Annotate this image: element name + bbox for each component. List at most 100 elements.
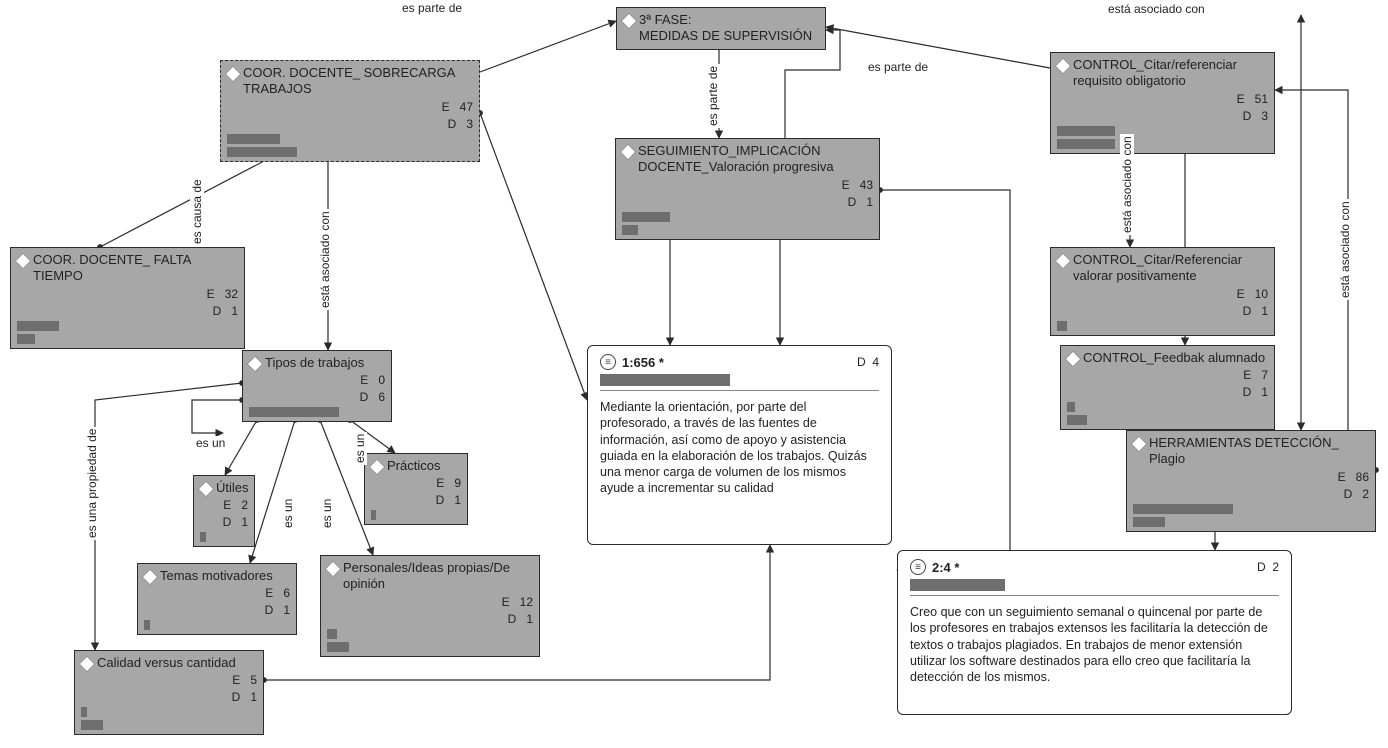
edge-label: es parte de <box>400 1 464 15</box>
node-title: Prácticos <box>371 458 461 474</box>
bar-area <box>371 510 461 520</box>
bar <box>327 629 337 639</box>
node-title-text: Temas motivadores <box>160 568 290 584</box>
bar <box>1057 321 1067 331</box>
ed-row: D1 <box>81 690 257 705</box>
bar <box>1067 415 1087 425</box>
node-title: CONTROL_Feedbak alumnado <box>1067 350 1268 366</box>
ed-row: D1 <box>1057 304 1268 319</box>
bar-area <box>1133 504 1369 527</box>
bar <box>1067 402 1075 412</box>
e-value: 9 <box>454 476 461 491</box>
ed-row: E47 <box>227 100 473 115</box>
node-title-text: COOR. DOCENTE_ SOBRECARGA TRABAJOS <box>243 65 473 98</box>
e-value: 5 <box>250 673 257 688</box>
ed-row: D3 <box>227 117 473 132</box>
node-title-text: Útiles <box>216 480 249 496</box>
diamond-icon <box>369 459 386 476</box>
diamond-icon <box>142 569 159 586</box>
ed-row: D1 <box>622 195 873 210</box>
bar-area <box>1057 321 1268 331</box>
d-value: 3 <box>466 117 473 132</box>
ed-row: E6 <box>144 586 290 601</box>
e-value: 0 <box>378 373 385 388</box>
node-tipos-trabajos: Tipos de trabajos E0 D6 <box>242 350 392 422</box>
quote-header: ≡ 1:656 * D 4 <box>600 354 879 370</box>
node-control-feedback: CONTROL_Feedbak alumnado E7 D1 <box>1060 345 1275 430</box>
node-title: Temas motivadores <box>144 568 290 584</box>
bar-area <box>622 212 873 235</box>
node-seguimiento: SEGUIMIENTO_IMPLICACIÓN DOCENTE_Valoraci… <box>615 138 880 240</box>
edge-label: está asociado con <box>1338 199 1352 300</box>
ed-row: E7 <box>1067 368 1268 383</box>
node-title: Tipos de trabajos <box>249 355 385 371</box>
e-value: 86 <box>1356 470 1369 485</box>
diamond-icon <box>1131 436 1148 453</box>
node-title-text: 3ª FASE: MEDIDAS DE SUPERVISIÓN <box>639 12 819 45</box>
node-title-text: Calidad versus cantidad <box>97 655 257 671</box>
node-title: COOR. DOCENTE_ FALTA TIEMPO <box>17 252 238 285</box>
diamond-icon <box>15 253 32 270</box>
ed-row: E0 <box>249 373 385 388</box>
node-title: Calidad versus cantidad <box>81 655 257 671</box>
node-sobrecarga: COOR. DOCENTE_ SOBRECARGA TRABAJOS E47 D… <box>220 60 480 162</box>
d-value: 1 <box>283 603 290 618</box>
bar <box>1133 517 1165 527</box>
d-value: 1 <box>241 515 248 530</box>
bar <box>1057 139 1115 149</box>
node-title: SEGUIMIENTO_IMPLICACIÓN DOCENTE_Valoraci… <box>622 143 873 176</box>
ed-row: E43 <box>622 178 873 193</box>
diamond-icon <box>1055 58 1072 75</box>
bar <box>622 225 638 235</box>
bar-area <box>17 321 238 344</box>
bar <box>17 321 59 331</box>
d-value: 1 <box>1261 304 1268 319</box>
d-value: 1 <box>454 493 461 508</box>
edge-label: es una propiedad de <box>85 427 99 540</box>
node-title-text: Personales/Ideas propias/De opinión <box>343 560 533 593</box>
bar-area <box>81 707 257 730</box>
e-value: 43 <box>860 178 873 193</box>
bar <box>144 620 150 630</box>
ed-row: D6 <box>249 390 385 405</box>
diamond-icon <box>621 13 638 30</box>
ed-row: E86 <box>1133 470 1369 485</box>
quote-ref: 1:656 * <box>622 355 664 370</box>
quote-icon: ≡ <box>600 354 616 370</box>
node-personales: Personales/Ideas propias/De opinión E12 … <box>320 555 540 657</box>
edge-label: es un <box>320 497 334 530</box>
quote-separator <box>600 390 879 391</box>
bar <box>81 720 103 730</box>
diamond-icon <box>325 561 342 578</box>
quote-d: D 2 <box>1257 560 1279 574</box>
edge-label: es un <box>353 432 367 465</box>
ed-row: E9 <box>371 476 461 491</box>
node-title-text: HERRAMIENTAS DETECCIÓN_ Plagio <box>1149 435 1369 468</box>
node-herramientas-plagio: HERRAMIENTAS DETECCIÓN_ Plagio E86 D2 <box>1126 430 1376 532</box>
bar-area <box>227 134 473 157</box>
ed-row: D3 <box>1057 109 1268 124</box>
edge-label: está asociado con <box>1120 134 1134 235</box>
bar-area <box>1057 126 1268 149</box>
ed-row: E32 <box>17 287 238 302</box>
ed-row: D1 <box>371 493 461 508</box>
edge-label: es parte de <box>866 60 930 74</box>
d-value: 1 <box>231 304 238 319</box>
e-value: 51 <box>1255 92 1268 107</box>
ed-row: D1 <box>1067 385 1268 400</box>
node-title: Útiles <box>200 480 248 496</box>
ed-row: E12 <box>327 595 533 610</box>
node-title: CONTROL_Citar/referenciar requisito obli… <box>1057 57 1268 90</box>
quote-bar <box>910 579 1005 591</box>
bar-area <box>144 620 290 630</box>
node-title-text: Tipos de trabajos <box>265 355 385 371</box>
bar <box>371 510 376 520</box>
ed-row: E5 <box>81 673 257 688</box>
bar <box>227 147 297 157</box>
ed-row: D1 <box>17 304 238 319</box>
bar <box>1133 504 1233 514</box>
quote-header: ≡ 2:4 * D 2 <box>910 559 1279 575</box>
e-value: 12 <box>520 595 533 610</box>
node-title-text: CONTROL_Citar/referenciar requisito obli… <box>1073 57 1268 90</box>
e-value: 32 <box>225 287 238 302</box>
